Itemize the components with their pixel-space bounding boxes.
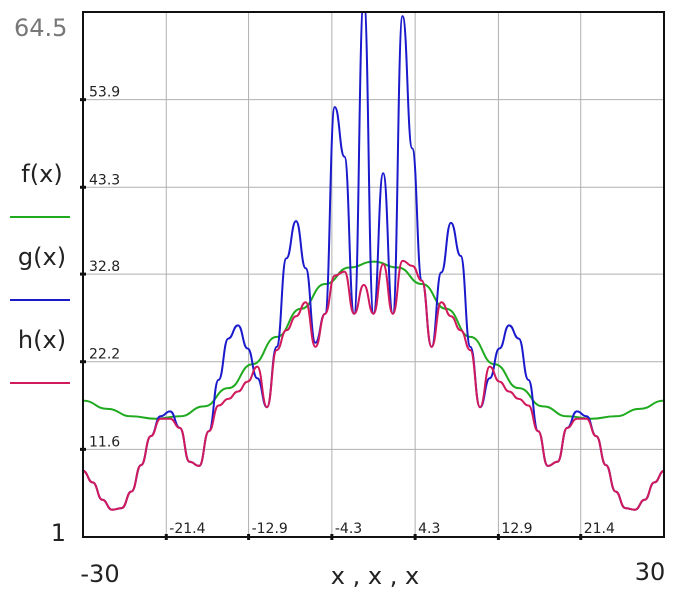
y-tick-label: 32.8	[89, 259, 120, 275]
y-tick-label: 11.6	[89, 434, 120, 450]
y-tick-label: 22.2	[89, 347, 120, 363]
series-line-h	[83, 259, 664, 511]
series-line-g	[83, 12, 664, 511]
x-tick-label: 21.4	[584, 521, 615, 537]
y-tick-label: 53.9	[89, 85, 120, 101]
legend-label: g(x)	[18, 243, 66, 271]
y-min-label: 1	[51, 519, 66, 547]
legend-label: f(x)	[21, 160, 62, 188]
x-max-label: 30	[635, 558, 666, 586]
legend-label: h(x)	[18, 326, 66, 354]
x-tick-label: -12.9	[252, 521, 288, 537]
x-tick-label: -4.3	[335, 521, 362, 537]
x-axis-label: x , x , x	[331, 562, 419, 590]
x-tick-label: -21.4	[169, 521, 205, 537]
series-line-f	[83, 260, 664, 420]
x-tick-label: 4.3	[418, 521, 440, 537]
y-max-label: 64.5	[14, 14, 67, 42]
x-min-label: -30	[80, 560, 119, 588]
y-tick-label: 43.3	[89, 172, 120, 188]
x-tick-label: 12.9	[501, 521, 532, 537]
